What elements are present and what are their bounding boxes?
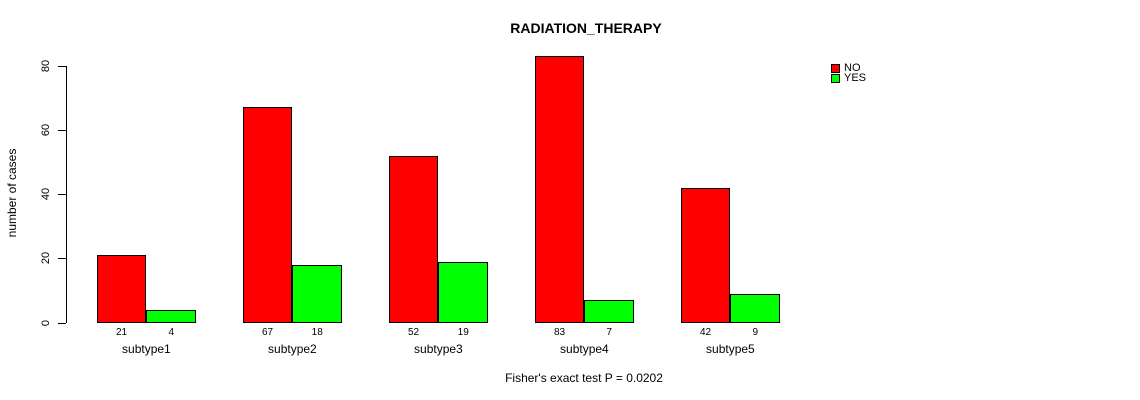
bar-no-subtype4	[534, 56, 585, 323]
legend-label-yes: YES	[844, 72, 867, 84]
y-tick-label: 0	[40, 319, 52, 326]
legend-label-no: NO	[844, 62, 861, 74]
bar-no-subtype1	[96, 255, 147, 323]
y-tick-label: 40	[40, 188, 52, 201]
x-axis-label-subtype5: subtype5	[706, 342, 755, 356]
bar-yes-subtype1	[146, 309, 197, 323]
bar-count-label: 7	[606, 327, 613, 338]
y-tick-label: 80	[40, 59, 52, 72]
bar-count-label: 42	[699, 327, 712, 338]
legend-row-yes: YES	[831, 72, 867, 84]
x-axis-label-subtype2: subtype2	[268, 342, 317, 356]
y-tick-mark	[58, 322, 66, 324]
y-axis-line	[66, 65, 67, 323]
y-tick-mark	[58, 258, 66, 260]
bar-count-label: 18	[311, 327, 323, 338]
bar-count-label: 52	[407, 327, 420, 338]
y-tick-mark	[58, 194, 66, 196]
bar-yes-subtype2	[292, 264, 343, 323]
bar-count-label: 4	[168, 327, 175, 338]
bar-no-subtype3	[388, 155, 439, 323]
legend-row-no: NO	[831, 62, 866, 74]
bar-count-label: 67	[261, 327, 274, 338]
bar-yes-subtype3	[438, 261, 489, 323]
bar-count-label: 9	[752, 327, 759, 338]
legend: NO YES	[831, 62, 867, 84]
y-tick-label: 20	[40, 252, 52, 265]
y-axis-label: number of cases	[5, 148, 19, 238]
y-tick-mark	[58, 129, 66, 131]
y-tick-mark	[58, 65, 66, 67]
chart-title: RADIATION_THERAPY	[510, 20, 662, 36]
bar-no-subtype5	[680, 187, 731, 323]
x-axis-label-subtype1: subtype1	[122, 342, 171, 356]
bar-count-label: 21	[115, 327, 128, 338]
x-axis-label-subtype4: subtype4	[560, 342, 609, 356]
bar-count-label: 83	[553, 327, 566, 338]
bar-no-subtype2	[242, 107, 293, 323]
x-axis-label-subtype3: subtype3	[414, 342, 463, 356]
legend-swatch-no	[831, 63, 840, 73]
bar-count-label: 19	[457, 327, 469, 338]
legend-swatch-yes	[831, 73, 840, 83]
bar-yes-subtype5	[730, 293, 781, 323]
bar-yes-subtype4	[584, 300, 635, 323]
caption-text: Fisher's exact test P = 0.0202	[505, 371, 663, 385]
y-tick-label: 60	[40, 123, 52, 137]
